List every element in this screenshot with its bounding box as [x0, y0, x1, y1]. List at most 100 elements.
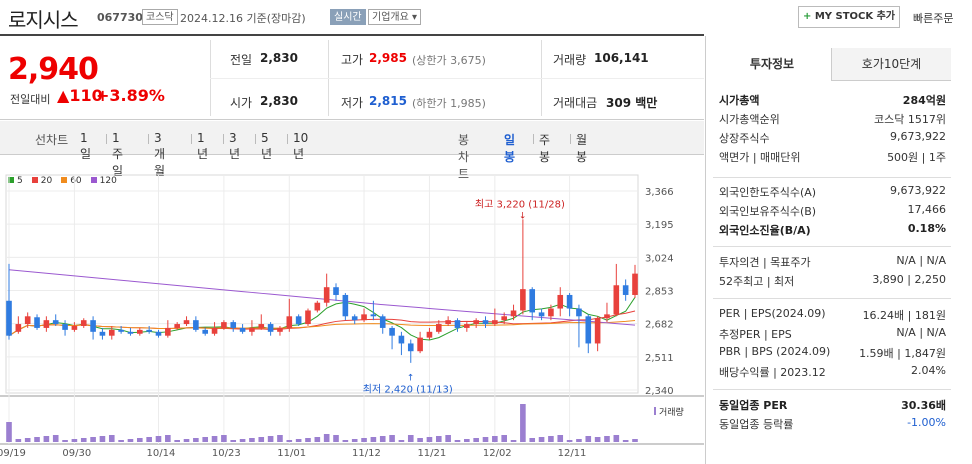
candle — [417, 337, 423, 352]
candle — [165, 327, 171, 336]
info-label: 액면가 | 매매단위 — [719, 151, 801, 164]
quick-order-link[interactable]: 빠른주문 — [913, 12, 954, 25]
period-item[interactable]: 3년 — [229, 131, 241, 161]
info-label: PER | EPS(2024.09) — [719, 307, 826, 320]
volume-label: 거래량 — [553, 53, 587, 67]
volume-bar — [183, 439, 190, 442]
period-item[interactable]: 1년 — [197, 131, 209, 161]
volume-value: 106,141 — [594, 51, 649, 65]
x-tick-label: 10/23 — [212, 448, 241, 459]
volume-bar — [389, 435, 395, 442]
info-value: 9,673,922 — [890, 184, 946, 197]
volume-bar — [370, 437, 377, 442]
volume-bar — [221, 435, 227, 442]
info-label: 외국인한도주식수(A) — [719, 186, 817, 199]
y-tick-label: 2,340 — [645, 386, 674, 397]
up-arrow-icon: ↑ — [407, 373, 415, 383]
stock-header: 로지시스 067730 코스닥 2024.12.16 기준(장마감) 실시간 기… — [0, 0, 972, 34]
volume-bar — [473, 438, 479, 442]
volume-bar — [398, 440, 405, 442]
candle — [211, 327, 218, 334]
candle-period-item[interactable]: 주봉 — [539, 133, 551, 164]
plot-frame — [5, 174, 639, 394]
candle — [230, 322, 237, 328]
period-item[interactable]: 3개월 — [154, 131, 166, 178]
volume-bar — [80, 438, 87, 442]
volume-bar — [538, 437, 545, 442]
candle — [108, 329, 115, 336]
volume-bar — [426, 437, 433, 442]
period-divider — [191, 134, 192, 144]
price-chart[interactable]: 3,366 3,195 3,024 2,853 2,682 2,511 2,340 09/19… — [0, 155, 704, 464]
tab-invest-info[interactable]: 투자정보 — [713, 48, 832, 81]
candle — [548, 308, 554, 317]
change-amount: ▲110 — [57, 86, 103, 105]
lower-limit: (하한가 1,985) — [412, 97, 486, 110]
candle — [24, 316, 31, 325]
current-price: 2,940 — [8, 52, 99, 87]
candle — [183, 320, 190, 325]
candle — [249, 327, 255, 332]
candle-period-item[interactable]: 월봉 — [576, 133, 588, 164]
info-value: 1.59배 | 1,847원 — [859, 347, 946, 360]
candle — [295, 316, 302, 325]
y-tick-label: 3,024 — [645, 253, 674, 264]
chevron-down-icon: ▾ — [412, 12, 418, 23]
volume-bar — [585, 436, 592, 442]
candle — [239, 327, 246, 332]
period-divider — [223, 134, 224, 144]
candle — [258, 324, 265, 328]
volume-bar — [576, 439, 582, 442]
volume-bar — [15, 439, 22, 442]
amount-unit: 백만 — [635, 96, 658, 110]
tab-orderbook[interactable]: 호가10단계 — [832, 48, 951, 81]
volume-bar — [622, 440, 629, 442]
candle — [464, 324, 470, 328]
candle — [34, 317, 40, 328]
candle-period-item[interactable]: 일봉 — [504, 133, 516, 164]
prev-close-label: 전일 — [230, 53, 253, 67]
info-value: 500원 | 1주 — [887, 151, 946, 164]
period-item[interactable]: 1주일 — [112, 131, 124, 178]
candle — [90, 320, 96, 332]
candle — [557, 294, 564, 309]
candle — [221, 322, 227, 328]
volume-bar — [510, 440, 517, 442]
info-value: 코스닥 1517위 — [874, 113, 946, 126]
period-item[interactable]: 10년 — [293, 131, 309, 161]
candle — [454, 320, 461, 328]
info-label: 외국인보유주식수(B) — [719, 205, 817, 218]
period-item[interactable]: 1일 — [80, 131, 92, 161]
high-annotation: 최고 3,220 (11/28) — [475, 198, 565, 210]
period-divider — [148, 134, 149, 144]
x-tick-label: 10/14 — [146, 448, 175, 459]
volume-bar — [492, 436, 498, 442]
period-item[interactable]: 5년 — [261, 131, 273, 161]
ma-legend: 5 20 60 120 — [8, 176, 126, 186]
open-value: 2,830 — [260, 94, 298, 108]
open-label: 시가 — [230, 96, 253, 110]
x-tick-label: 11/21 — [417, 448, 446, 459]
legend-item: 60 — [61, 176, 82, 186]
x-tick-label: 11/01 — [277, 448, 306, 459]
legend-label: 120 — [99, 176, 117, 186]
candle — [127, 331, 134, 334]
volume-bar — [613, 435, 620, 442]
info-value: N/A | N/A — [896, 326, 946, 339]
corp-info-dropdown[interactable]: 기업개요 ▾ — [368, 9, 422, 25]
candle — [370, 314, 377, 317]
volume-bar — [351, 439, 358, 442]
legend-label: 5 — [17, 176, 23, 186]
volume-bar — [482, 437, 489, 442]
candle — [314, 302, 321, 311]
volume-bar — [118, 440, 124, 442]
realtime-button[interactable]: 실시간 — [330, 9, 366, 25]
info-divider — [713, 389, 951, 390]
low-annotation: 최저 2,420 (11/13) — [363, 383, 453, 395]
amount-value: 309 백만 — [606, 94, 657, 111]
my-stock-add-button[interactable]: + MY STOCK 추가 — [798, 6, 900, 28]
volume-bar — [464, 439, 470, 442]
candle — [492, 320, 498, 325]
period-bar — [0, 121, 704, 155]
candle — [407, 343, 414, 352]
